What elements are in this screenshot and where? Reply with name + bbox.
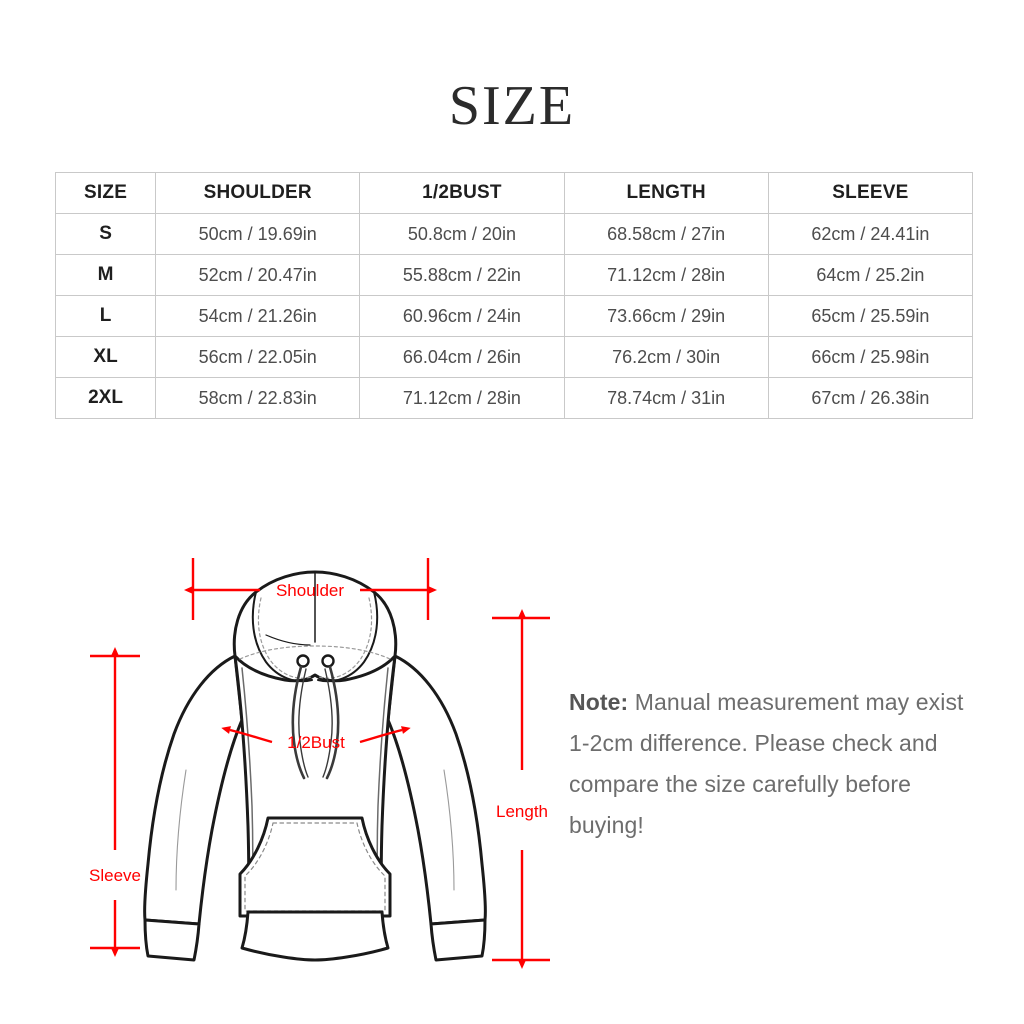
cell-sleeve: 67cm / 26.38in bbox=[767, 377, 974, 419]
drawstring-right-edge bbox=[322, 668, 333, 778]
cuff-right bbox=[429, 918, 487, 962]
cell-shoulder: 52cm / 20.47in bbox=[155, 254, 361, 296]
cell-bust: 55.88cm / 22in bbox=[359, 254, 565, 296]
cuff-left bbox=[143, 918, 201, 962]
column-header-bust: 1/2BUST bbox=[359, 172, 565, 214]
cell-length: 71.12cm / 28in bbox=[563, 254, 769, 296]
kangaroo-pocket bbox=[238, 816, 392, 918]
column-header-length: LENGTH bbox=[563, 172, 769, 214]
table-row: 2XL 58cm / 22.83in 71.12cm / 28in 78.74c… bbox=[54, 377, 974, 419]
cell-length: 73.66cm / 29in bbox=[563, 295, 769, 337]
measurement-diagram: Shoulder 1/2Bust Sleeve Length Note: Man… bbox=[0, 480, 1024, 1024]
table-row: M 52cm / 20.47in 55.88cm / 22in 71.12cm … bbox=[54, 254, 974, 296]
label-length: Length bbox=[496, 802, 548, 821]
label-bust: 1/2Bust bbox=[287, 733, 345, 752]
cell-size: M bbox=[54, 254, 157, 296]
table-row: L 54cm / 21.26in 60.96cm / 24in 73.66cm … bbox=[54, 295, 974, 337]
size-chart-table-container: SIZE SHOULDER 1/2BUST LENGTH SLEEVE S 50… bbox=[54, 172, 974, 419]
drawstring-right bbox=[325, 665, 340, 780]
cell-shoulder: 56cm / 22.05in bbox=[155, 336, 361, 378]
sleeve-drape-left bbox=[175, 769, 187, 891]
table-row: S 50cm / 19.69in 50.8cm / 20in 68.58cm /… bbox=[54, 213, 974, 255]
cell-bust: 71.12cm / 28in bbox=[359, 377, 565, 419]
cell-size: XL bbox=[54, 336, 157, 378]
cell-sleeve: 65cm / 25.59in bbox=[767, 295, 974, 337]
cell-length: 76.2cm / 30in bbox=[563, 336, 769, 378]
label-shoulder: Shoulder bbox=[276, 581, 344, 600]
table-row: XL 56cm / 22.05in 66.04cm / 26in 76.2cm … bbox=[54, 336, 974, 378]
note-text-block: Note: Manual measurement may exist 1-2cm… bbox=[569, 682, 969, 846]
cell-length: 68.58cm / 27in bbox=[563, 213, 769, 255]
eyelet-left bbox=[296, 654, 310, 668]
hem-band bbox=[240, 910, 390, 962]
left-sleeve bbox=[143, 654, 244, 926]
cell-shoulder: 50cm / 19.69in bbox=[155, 213, 361, 255]
cell-bust: 60.96cm / 24in bbox=[359, 295, 565, 337]
measurement-label-group: Shoulder 1/2Bust Sleeve Length bbox=[89, 581, 548, 885]
drawstring-left-edge bbox=[298, 668, 309, 778]
hood-crease bbox=[265, 634, 311, 646]
page-title: SIZE bbox=[448, 75, 576, 137]
pocket-topstitch bbox=[244, 822, 386, 912]
measurement-annotations bbox=[90, 558, 550, 969]
drawstring-left bbox=[291, 665, 306, 780]
cell-shoulder: 58cm / 22.83in bbox=[155, 377, 361, 419]
cell-size: 2XL bbox=[54, 377, 157, 419]
cell-sleeve: 64cm / 25.2in bbox=[767, 254, 974, 296]
table-header-row: SIZE SHOULDER 1/2BUST LENGTH SLEEVE bbox=[54, 172, 974, 214]
right-sleeve bbox=[386, 654, 487, 926]
cell-bust: 66.04cm / 26in bbox=[359, 336, 565, 378]
note-body: Manual measurement may exist 1-2cm diffe… bbox=[569, 689, 964, 838]
cell-length: 78.74cm / 31in bbox=[563, 377, 769, 419]
bust-arrow-left bbox=[221, 726, 273, 744]
cell-sleeve: 66cm / 25.98in bbox=[767, 336, 974, 378]
cell-size: L bbox=[54, 295, 157, 337]
neck-seam bbox=[239, 645, 391, 660]
column-header-sleeve: SLEEVE bbox=[767, 172, 974, 214]
sleeve-drape-right bbox=[443, 769, 455, 891]
cell-bust: 50.8cm / 20in bbox=[359, 213, 565, 255]
column-header-shoulder: SHOULDER bbox=[155, 172, 361, 214]
column-header-size: SIZE bbox=[54, 172, 157, 214]
bust-arrow-right bbox=[359, 726, 411, 744]
note-label: Note: bbox=[569, 689, 629, 715]
size-chart-table: SIZE SHOULDER 1/2BUST LENGTH SLEEVE S 50… bbox=[54, 172, 974, 419]
hoodie-artwork bbox=[143, 570, 487, 962]
hoodie-technical-drawing: Shoulder 1/2Bust Sleeve Length bbox=[89, 558, 550, 969]
cell-sleeve: 62cm / 24.41in bbox=[767, 213, 974, 255]
label-sleeve: Sleeve bbox=[89, 866, 141, 885]
cell-size: S bbox=[54, 213, 157, 255]
eyelet-right bbox=[321, 654, 335, 668]
cell-shoulder: 54cm / 21.26in bbox=[155, 295, 361, 337]
